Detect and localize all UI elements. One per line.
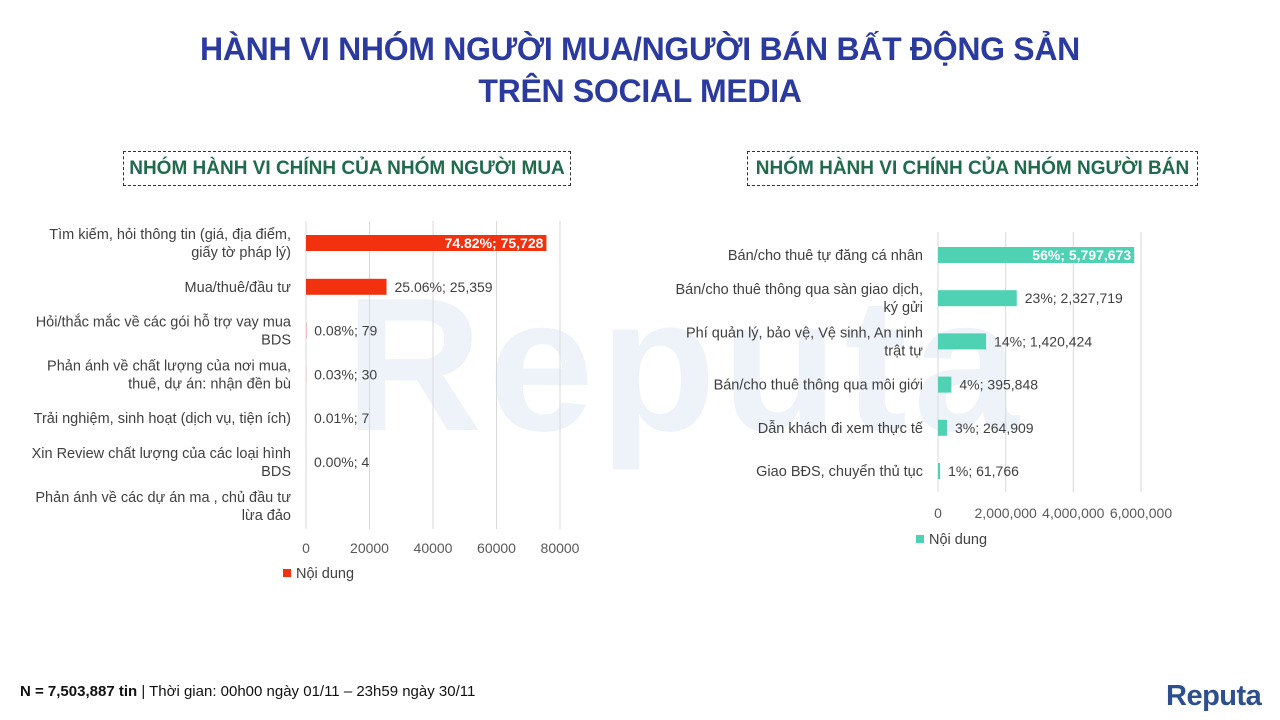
time-range: | Thời gian: 00h00 ngày 01/11 – 23h59 ng… [137, 683, 476, 700]
buyer-category-label: BDS [261, 464, 291, 480]
buyer-x-tick-label: 20000 [350, 540, 389, 556]
seller-data-label: 4%; 395,848 [959, 377, 1038, 393]
seller-category-label: Dẫn khách đi xem thực tế [758, 420, 923, 437]
buyer-category-label: Tìm kiếm, hỏi thông tin (giá, địa điểm, [49, 227, 291, 243]
seller-bar [938, 376, 952, 393]
buyer-category-label: Phản ánh về chất lượng của nơi mua, [47, 358, 291, 374]
page-title: HÀNH VI NHÓM NGƯỜI MUA/NGƯỜI BÁN BẤT ĐỘN… [0, 28, 1280, 112]
buyer-category-label: BDS [261, 333, 291, 349]
seller-bar [938, 247, 1135, 263]
seller-data-label: 14%; 1,420,424 [994, 333, 1092, 349]
buyer-x-tick-label: 80000 [541, 540, 580, 556]
buyer-data-label: 0.03%; 30 [314, 366, 377, 382]
seller-x-tick-label: 6,000,000 [1110, 505, 1172, 521]
seller-bar [938, 290, 1017, 307]
buyer-bar [306, 235, 547, 251]
buyer-category-label: Phản ánh về các dự án ma , chủ đầu tư [35, 490, 291, 506]
buyer-data-label: 25.06%; 25,359 [395, 279, 493, 295]
buyer-data-label: 0.08%; 79 [314, 323, 377, 339]
buyer-legend-label: Nội dung [296, 566, 354, 582]
reputa-logo: Reputa [1166, 680, 1262, 712]
buyer-data-label: 74.82%; 75,728 [445, 235, 544, 251]
seller-data-label: 56%; 5,797,673 [1032, 247, 1131, 263]
buyer-category-label: lừa đảo [242, 508, 291, 524]
seller-category-label: Phí quản lý, bảo vệ, Vệ sinh, An ninh [686, 325, 923, 341]
buyer-data-label: 0.01%; 7 [314, 410, 369, 426]
watermark: Reputa [345, 259, 1025, 471]
sample-size: N = 7,503,887 tin [20, 683, 138, 700]
buyer-legend-swatch [283, 569, 291, 577]
seller-bar [938, 333, 987, 350]
buyer-category-label: Hỏi/thắc mắc về các gói hỗ trợ vay mua [36, 314, 292, 331]
seller-bar [938, 463, 941, 479]
seller-bar [938, 419, 947, 436]
footer-note: N = 7,503,887 tin | Thời gian: 00h00 ngà… [20, 683, 475, 700]
seller-x-tick-label: 2,000,000 [975, 505, 1037, 521]
buyer-category-label: Xin Review chất lượng của các loại hình [32, 446, 291, 462]
seller-chart-title: NHÓM HÀNH VI CHÍNH CỦA NHÓM NGƯỜI BÁN [747, 151, 1198, 186]
buyer-x-tick-label: 0 [302, 540, 310, 556]
seller-x-tick-label: 4,000,000 [1042, 505, 1104, 521]
seller-category-label: Giao BĐS, chuyển thủ tục [756, 464, 923, 480]
seller-legend-label: Nội dung [929, 532, 987, 548]
seller-data-label: 1%; 61,766 [948, 463, 1019, 479]
seller-category-label: Bán/cho thuê tự đăng cá nhân [728, 248, 923, 264]
buyer-category-label: Trải nghiệm, sinh hoạt (dịch vụ, tiện íc… [34, 411, 291, 427]
title-line-2: TRÊN SOCIAL MEDIA [478, 73, 802, 109]
buyer-data-label: 0.00%; 4 [314, 454, 369, 470]
buyer-category-label: Mua/thuê/đầu tư [185, 280, 292, 296]
buyer-bar [306, 278, 387, 295]
seller-category-label: ký gửi [883, 300, 923, 316]
buyer-chart-title: NHÓM HÀNH VI CHÍNH CỦA NHÓM NGƯỜI MUA [123, 151, 571, 186]
seller-x-tick-label: 0 [934, 505, 942, 521]
buyer-x-tick-label: 40000 [414, 540, 453, 556]
seller-data-label: 23%; 2,327,719 [1025, 290, 1123, 306]
seller-category-label: trật tự [884, 343, 923, 359]
buyer-x-tick-label: 60000 [477, 540, 516, 556]
seller-data-label: 3%; 264,909 [955, 420, 1034, 436]
buyer-category-label: thuê, dự án: nhận đền bù [128, 376, 291, 392]
seller-legend-swatch [916, 535, 924, 543]
buyer-category-label: giấy tờ pháp lý) [191, 245, 291, 261]
seller-category-label: Bán/cho thuê thông qua môi giới [714, 378, 923, 394]
seller-category-label: Bán/cho thuê thông qua sàn giao dịch, [676, 282, 924, 298]
title-line-1: HÀNH VI NHÓM NGƯỜI MUA/NGƯỜI BÁN BẤT ĐỘN… [200, 31, 1080, 67]
